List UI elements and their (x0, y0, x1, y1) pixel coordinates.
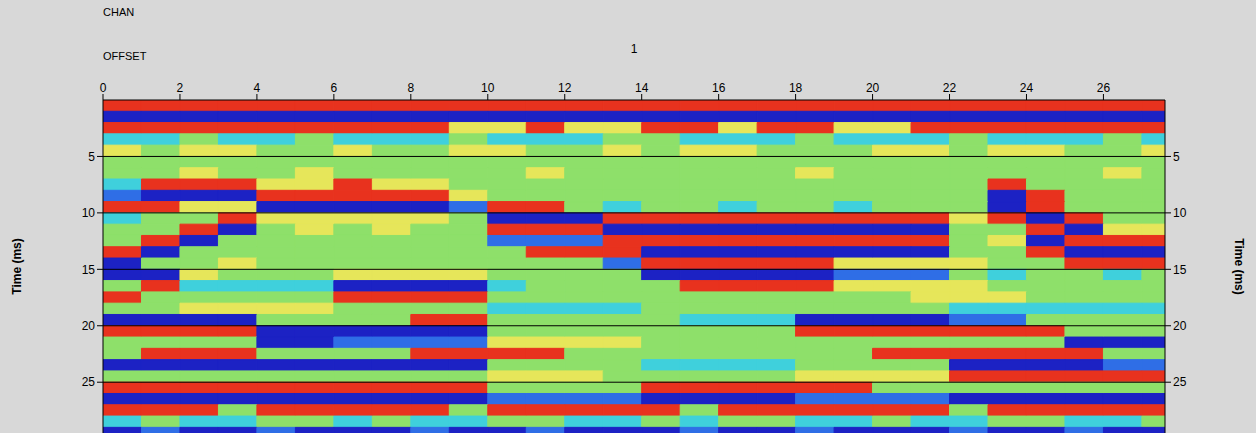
svg-text:0: 0 (100, 81, 107, 95)
svg-text:25: 25 (82, 375, 96, 389)
html-text:OFFSET: OFFSET (103, 50, 147, 62)
svg-text:15: 15 (82, 263, 96, 277)
svg-text:26: 26 (1097, 81, 1111, 95)
svg-text:18: 18 (789, 81, 803, 95)
svg-text:20: 20 (1173, 319, 1187, 333)
svg-text:24: 24 (1020, 81, 1034, 95)
svg-text:5: 5 (88, 150, 95, 164)
svg-text:14: 14 (635, 81, 649, 95)
svg-text:16: 16 (712, 81, 726, 95)
svg-text:5: 5 (1173, 150, 1180, 164)
html-text:1: 1 (630, 42, 638, 56)
svg-text:8: 8 (407, 81, 414, 95)
svg-text:4: 4 (254, 81, 261, 95)
svg-text:20: 20 (866, 81, 880, 95)
svg-text:15: 15 (1173, 263, 1187, 277)
svg-text:2: 2 (177, 81, 184, 95)
html-text:CHAN: CHAN (103, 6, 135, 18)
svg-text:20: 20 (82, 319, 96, 333)
svg-text:10: 10 (1173, 206, 1187, 220)
svg-text:Time (ms): Time (ms) (1232, 238, 1246, 294)
svg-text:10: 10 (481, 81, 495, 95)
svg-text:Time (ms): Time (ms) (10, 238, 24, 294)
svg-text:6: 6 (331, 81, 338, 95)
svg-text:25: 25 (1173, 375, 1187, 389)
svg-text:10: 10 (82, 206, 96, 220)
svg-text:12: 12 (558, 81, 572, 95)
svg-text:22: 22 (943, 81, 957, 95)
